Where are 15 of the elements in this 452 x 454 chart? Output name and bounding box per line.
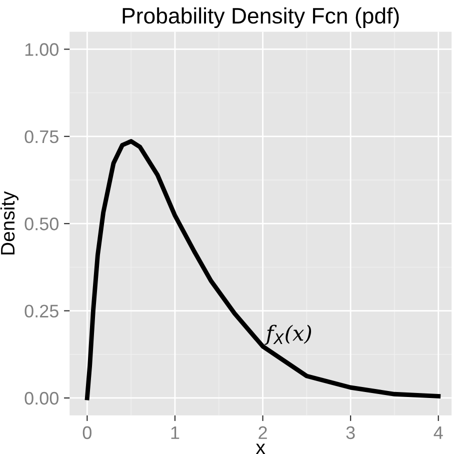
y-axis-title: Density xyxy=(0,191,18,254)
line-series xyxy=(84,139,441,400)
x-tick-label: 1 xyxy=(171,426,180,439)
x-tick-label: 0 xyxy=(82,426,92,440)
annotation: f$_{X}$(x) xyxy=(264,324,312,345)
chart-title: Probability Density Fcn (pdf) xyxy=(122,7,399,28)
y-tick-label: 0.25 xyxy=(24,304,58,318)
x-tick-label: 4 xyxy=(434,426,443,439)
y-tick-label: 0.50 xyxy=(24,218,58,230)
x-tick-label: 3 xyxy=(346,426,355,440)
y-tick-label: 0.75 xyxy=(24,130,58,144)
y-tick-label: 1.00 xyxy=(25,43,58,56)
y-tick-label: 0.00 xyxy=(24,392,58,405)
x-tick-label: 2 xyxy=(258,426,267,439)
x-axis-title: x xyxy=(256,444,266,454)
